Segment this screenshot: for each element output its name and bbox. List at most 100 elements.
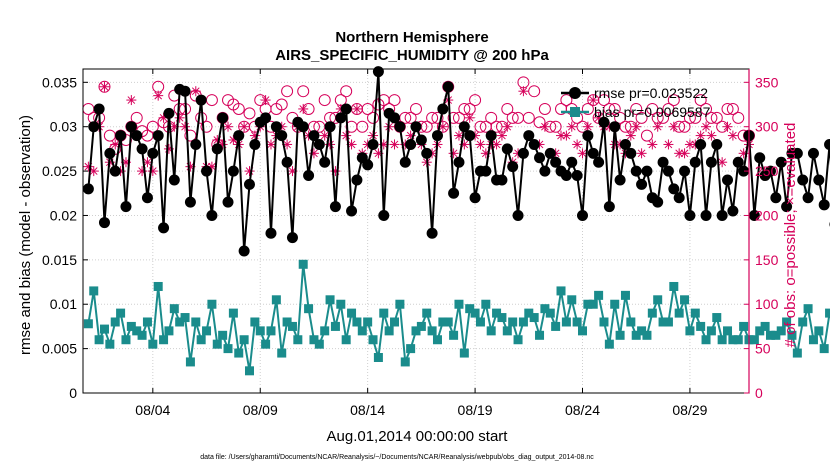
obs-evaluated-stroke: [578, 149, 587, 158]
rmse-point: [421, 147, 433, 159]
obs-evaluated-point: [260, 95, 271, 106]
obs-evaluated-point: [453, 130, 464, 141]
bias-point: [110, 317, 120, 327]
rmse-point: [136, 143, 148, 155]
obs-evaluated-stroke: [707, 131, 716, 140]
rmse-point: [469, 192, 481, 204]
rmse-point: [184, 196, 196, 208]
rmse-point: [684, 209, 696, 221]
obs-evaluated-point: [502, 121, 513, 132]
bias-point: [416, 321, 426, 331]
bias-point: [121, 335, 131, 345]
bias-point: [588, 299, 598, 309]
y-tick-label: 0.03: [50, 119, 77, 135]
bias-point: [282, 317, 292, 327]
obs-evaluated-stroke: [240, 122, 248, 131]
obs-possible-point: [340, 85, 353, 98]
obs-possible-point: [667, 94, 680, 107]
rmse-point: [276, 130, 288, 142]
legend: rmse pr=0.023522 bias pr=0.0069587: [561, 85, 711, 120]
obs-possible-point: [356, 120, 369, 133]
bias-point: [454, 299, 464, 309]
rmse-point: [544, 147, 556, 159]
rmse-point: [141, 192, 153, 204]
obs-evaluated-point: [298, 103, 309, 114]
obs-evaluated-point: [722, 121, 733, 132]
obs-evaluated-stroke: [584, 122, 592, 131]
obs-possible-point: [608, 102, 621, 115]
rmse-point: [109, 165, 121, 177]
obs-evaluated-stroke: [680, 149, 689, 158]
obs-evaluated-stroke: [476, 140, 485, 149]
x-tick-label: 08/29: [672, 402, 707, 418]
bias-point: [459, 348, 469, 358]
obs-possible-point: [581, 102, 594, 115]
obs-evaluated-point: [518, 86, 529, 97]
obs-possible-point: [700, 102, 713, 115]
bias-point: [749, 335, 759, 345]
obs-evaluated-stroke: [465, 113, 474, 122]
bias-point: [298, 259, 308, 269]
rmse-point: [550, 156, 562, 168]
rmse-point: [587, 147, 599, 159]
obs-possible-point: [404, 111, 417, 124]
bias-point: [212, 339, 222, 349]
bias-point: [556, 286, 566, 296]
rmse-point: [281, 156, 293, 168]
obs-evaluated-stroke: [353, 105, 361, 113]
bias-point: [390, 317, 400, 327]
obs-possible-point: [506, 111, 519, 124]
rmse-point: [201, 165, 213, 177]
obs-possible-point: [528, 85, 541, 98]
obs-evaluated-stroke: [406, 131, 415, 140]
bias-point: [518, 317, 528, 327]
obs-possible-point: [538, 102, 551, 115]
obs-evaluated-point: [706, 130, 717, 141]
bias-point: [357, 326, 367, 336]
bias-point: [379, 308, 389, 318]
rmse-point: [802, 192, 814, 204]
rmse-point: [286, 232, 298, 244]
y-tick-label-right: 0: [755, 385, 763, 401]
bias-point: [449, 330, 459, 340]
obs-evaluated-point: [491, 139, 502, 150]
bias-point: [277, 348, 287, 358]
y-tick-label: 0.01: [50, 296, 77, 312]
rmse-point: [566, 156, 578, 168]
obs-evaluated-point: [351, 103, 362, 114]
rmse-point: [244, 178, 255, 190]
rmse-point: [700, 209, 712, 221]
obs-possible-point: [646, 102, 659, 115]
rmse-point: [571, 170, 583, 182]
rmse-point: [168, 174, 180, 186]
bias-line: [87, 264, 830, 371]
obs-evaluated-point: [572, 139, 583, 150]
obs-evaluated-point: [110, 139, 121, 150]
rmse-point: [673, 192, 685, 204]
rmse-point: [297, 121, 309, 133]
bias-point: [250, 317, 260, 327]
obs-possible-point: [297, 85, 310, 98]
obs-evaluated-point: [153, 90, 164, 101]
obs-evaluated-stroke: [653, 122, 662, 131]
rmse-point: [190, 138, 202, 150]
obs-possible-point: [710, 111, 723, 124]
rmse-point: [227, 165, 239, 177]
obs-possible-point: [275, 98, 288, 111]
bias-point: [776, 326, 786, 336]
obs-evaluated-stroke: [594, 113, 603, 122]
bias-point: [470, 308, 480, 318]
rmse-point: [426, 227, 438, 239]
y-axis-label: rmse and bias (model - observation): [17, 115, 34, 355]
rmse-point: [372, 66, 384, 78]
bias-point: [825, 308, 830, 318]
rmse-point: [625, 147, 637, 159]
obs-possible-point: [597, 94, 610, 107]
obs-evaluated-point: [566, 121, 577, 132]
obs-evaluated-stroke: [299, 105, 308, 113]
bias-point: [336, 299, 346, 309]
rmse-point: [657, 156, 669, 168]
bias-point: [739, 321, 749, 331]
obs-evaluated-stroke: [723, 122, 732, 131]
obs-evaluated-stroke: [224, 122, 232, 131]
